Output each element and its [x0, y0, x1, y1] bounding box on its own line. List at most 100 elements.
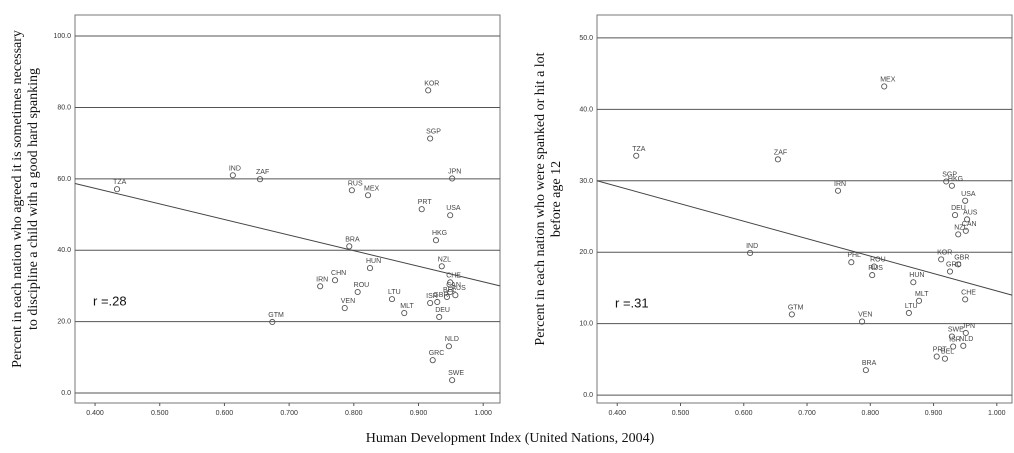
point: [449, 175, 456, 182]
point: [869, 272, 876, 279]
annotation: r =.28: [93, 294, 127, 309]
x-axis-title: Human Development Index (United Nations,…: [366, 431, 655, 446]
point: [633, 152, 640, 159]
point-label: GBR: [433, 292, 448, 299]
point: [950, 343, 957, 350]
point-label: LTU: [905, 303, 918, 310]
point: [346, 243, 353, 250]
point-label: MEX: [364, 185, 380, 192]
plot-frame: [74, 14, 501, 404]
x-tick-label: 0.700: [798, 410, 816, 417]
y-tick-label: 100.0: [53, 33, 71, 40]
point-label: USA: [446, 205, 461, 212]
y-tick-label: 0.0: [61, 390, 71, 397]
point-label: AUS: [451, 285, 466, 292]
point: [955, 261, 962, 268]
y-tick-label: 40.0: [579, 106, 593, 113]
point: [447, 288, 454, 296]
y-tick-label: 40.0: [57, 247, 71, 254]
annotation: r =.31: [615, 296, 649, 311]
point: [317, 283, 324, 290]
point-label: VEN: [858, 312, 872, 319]
point: [938, 256, 945, 263]
point-label: GTM: [268, 312, 284, 319]
y-tick-label: 50.0: [579, 35, 593, 42]
point-label: NZL: [438, 256, 451, 263]
point: [962, 329, 969, 337]
x-tick-label: 0.800: [862, 410, 880, 417]
y-tick-label: 60.0: [57, 176, 71, 183]
point: [871, 263, 878, 270]
x-tick-label: 0.400: [608, 410, 626, 417]
x-tick-label: 1.000: [474, 410, 492, 417]
point: [862, 367, 869, 374]
point-label: AUS: [963, 209, 978, 216]
point-label: SGP: [426, 129, 441, 136]
point-label: TZA: [113, 179, 127, 186]
point-label: IND: [746, 243, 758, 250]
point-label: TZA: [632, 146, 646, 153]
point: [364, 192, 372, 199]
x-tick-label: 0.900: [410, 410, 428, 417]
point: [834, 187, 842, 194]
point-label: PRT: [418, 199, 433, 206]
point: [962, 296, 969, 303]
point: [933, 353, 940, 360]
point: [452, 292, 459, 299]
x-tick-label: 0.500: [672, 410, 690, 417]
point-label: KOR: [937, 249, 952, 256]
point-label: IRN: [834, 181, 846, 188]
point: [905, 309, 912, 317]
point: [436, 313, 443, 321]
y-axis-title: Percent in each nation who were spanked …: [533, 52, 548, 345]
y-tick-label: 20.0: [57, 319, 71, 326]
point: [269, 318, 276, 326]
y-tick-label: 20.0: [579, 249, 593, 256]
point-label: MEX: [880, 76, 896, 83]
point: [341, 305, 348, 312]
point: [445, 343, 452, 350]
y-axis-title: to discipline a child with a good hard s…: [26, 68, 41, 330]
point: [952, 212, 959, 219]
x-tick-label: 0.700: [280, 410, 298, 417]
point-label: GTM: [788, 304, 804, 311]
point-label: CHE: [446, 272, 461, 279]
point-label: SWE: [448, 370, 464, 377]
point: [427, 300, 434, 307]
x-tick-label: 1.000: [988, 410, 1006, 417]
point: [113, 186, 121, 193]
point: [366, 265, 374, 272]
point-label: PHL: [847, 252, 861, 259]
point-label: ISR: [426, 293, 438, 300]
x-tick-label: 0.900: [925, 410, 943, 417]
point: [443, 293, 451, 301]
point-label: JPN: [962, 323, 975, 330]
point-label: ZAF: [256, 169, 269, 176]
point: [401, 309, 408, 317]
point-label: ISR: [949, 337, 961, 344]
point-label: KOR: [424, 80, 439, 87]
point-label: NLD: [959, 336, 973, 343]
point: [910, 279, 917, 286]
point: [946, 268, 954, 275]
point-label: VEN: [341, 298, 355, 305]
point-label: GRC: [946, 262, 962, 269]
point-label: ROU: [870, 257, 886, 264]
point: [434, 298, 441, 306]
point: [948, 182, 955, 189]
point-label: JPN: [448, 168, 461, 175]
point-label: USA: [961, 191, 976, 198]
point: [943, 178, 950, 185]
point-label: IND: [229, 165, 241, 172]
point: [229, 172, 236, 179]
point-label: PRT: [933, 347, 948, 354]
point: [747, 249, 754, 256]
x-tick-label: 0.600: [216, 410, 234, 417]
y-axis-title: before age 12: [549, 161, 564, 237]
point-label: BRA: [862, 360, 877, 367]
point-label: SWE: [948, 327, 964, 334]
point: [388, 296, 396, 303]
point: [955, 231, 962, 238]
point: [429, 357, 436, 364]
